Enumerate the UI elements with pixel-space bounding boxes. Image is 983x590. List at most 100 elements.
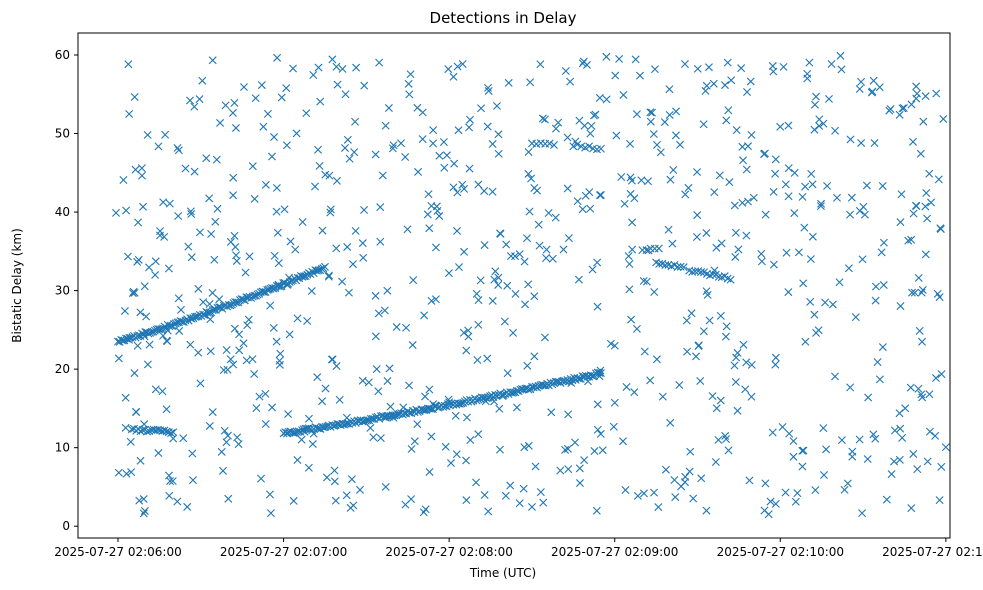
- detection-marker: [882, 495, 891, 504]
- x-tick-label: 2025-07-27 02:10:00: [717, 545, 844, 559]
- detection-marker: [917, 390, 926, 399]
- detection-marker: [375, 58, 384, 67]
- detection-marker: [138, 425, 147, 434]
- detection-marker: [226, 237, 235, 246]
- detection-marker: [769, 260, 778, 269]
- detection-marker: [435, 151, 444, 160]
- y-tick-label: 20: [55, 362, 70, 376]
- detection-marker: [602, 95, 611, 104]
- detection-marker: [143, 130, 152, 139]
- detection-marker: [595, 368, 604, 377]
- detection-marker: [143, 427, 152, 436]
- detection-marker: [494, 273, 503, 282]
- detection-marker: [488, 140, 497, 149]
- detection-marker: [332, 244, 341, 253]
- detection-marker: [692, 233, 701, 241]
- detection-marker: [737, 64, 746, 73]
- detection-marker: [202, 154, 211, 163]
- detection-marker: [858, 509, 867, 518]
- detection-marker: [851, 313, 860, 322]
- detection-marker: [515, 250, 524, 259]
- detection-marker: [401, 153, 410, 161]
- detection-marker: [857, 77, 866, 86]
- detection-marker: [941, 443, 950, 452]
- detection-marker: [286, 237, 295, 246]
- detection-marker: [661, 465, 670, 474]
- detection-marker: [530, 352, 539, 361]
- detection-marker: [308, 440, 317, 449]
- detection-marker: [675, 381, 684, 389]
- detection-marker: [808, 232, 817, 241]
- detection-marker: [328, 421, 337, 430]
- detection-marker: [332, 62, 341, 71]
- detection-marker: [665, 85, 674, 94]
- detection-marker: [823, 181, 832, 190]
- detection-marker: [896, 424, 905, 433]
- detection-marker: [350, 148, 359, 157]
- detection-marker: [741, 385, 750, 394]
- detection-marker: [406, 70, 415, 79]
- detection-marker: [266, 509, 275, 518]
- detection-marker: [745, 476, 754, 485]
- detection-marker: [912, 82, 921, 91]
- detection-marker: [137, 171, 146, 180]
- detection-marker: [464, 332, 473, 341]
- detection-marker: [937, 462, 946, 471]
- detection-marker: [453, 188, 462, 197]
- detection-marker: [515, 499, 524, 508]
- detection-marker: [121, 393, 130, 402]
- detection-marker: [474, 296, 483, 305]
- detection-marker: [154, 142, 163, 151]
- detection-marker: [128, 289, 137, 298]
- detection-marker: [186, 207, 195, 216]
- detection-marker: [230, 324, 239, 333]
- detection-marker: [816, 202, 825, 211]
- detection-marker: [628, 218, 637, 227]
- detection-marker: [220, 426, 229, 435]
- detection-marker: [261, 180, 270, 189]
- detection-marker: [273, 228, 282, 237]
- detection-marker: [636, 71, 644, 80]
- detection-marker: [631, 55, 640, 64]
- detection-marker: [142, 312, 151, 321]
- detection-marker: [918, 337, 927, 346]
- detection-marker: [235, 346, 244, 355]
- detection-marker: [859, 202, 868, 211]
- detection-marker: [655, 259, 664, 268]
- detection-marker: [311, 182, 319, 191]
- detection-marker: [778, 422, 787, 431]
- detection-marker: [896, 218, 905, 227]
- detection-marker: [798, 192, 807, 201]
- detection-marker: [705, 316, 714, 325]
- detection-marker: [332, 176, 341, 185]
- detection-marker: [196, 379, 205, 388]
- detection-marker: [836, 51, 845, 60]
- detection-marker: [907, 100, 916, 109]
- detection-marker: [186, 314, 195, 323]
- detection-marker: [768, 428, 777, 437]
- detection-marker: [176, 305, 185, 314]
- detection-marker: [420, 311, 429, 320]
- detection-marker: [186, 340, 195, 349]
- detection-marker: [384, 104, 393, 113]
- detection-marker: [239, 83, 248, 92]
- detection-marker: [117, 335, 126, 344]
- detection-marker: [784, 288, 793, 297]
- detection-marker: [722, 322, 731, 331]
- x-tick-label: 2025-07-27 02:11:00: [882, 545, 983, 559]
- detection-marker: [465, 164, 474, 173]
- detection-marker: [208, 288, 217, 297]
- detection-marker: [626, 189, 635, 198]
- detection-marker: [846, 135, 855, 144]
- detection-marker: [671, 493, 680, 502]
- detection-marker: [622, 382, 631, 391]
- detection-marker: [536, 60, 545, 69]
- detection-marker: [324, 272, 333, 281]
- detection-marker: [223, 431, 232, 440]
- detection-marker: [547, 408, 556, 417]
- detection-marker: [405, 90, 414, 99]
- detection-marker: [628, 245, 637, 254]
- detection-marker: [174, 146, 183, 155]
- detection-marker: [462, 456, 471, 465]
